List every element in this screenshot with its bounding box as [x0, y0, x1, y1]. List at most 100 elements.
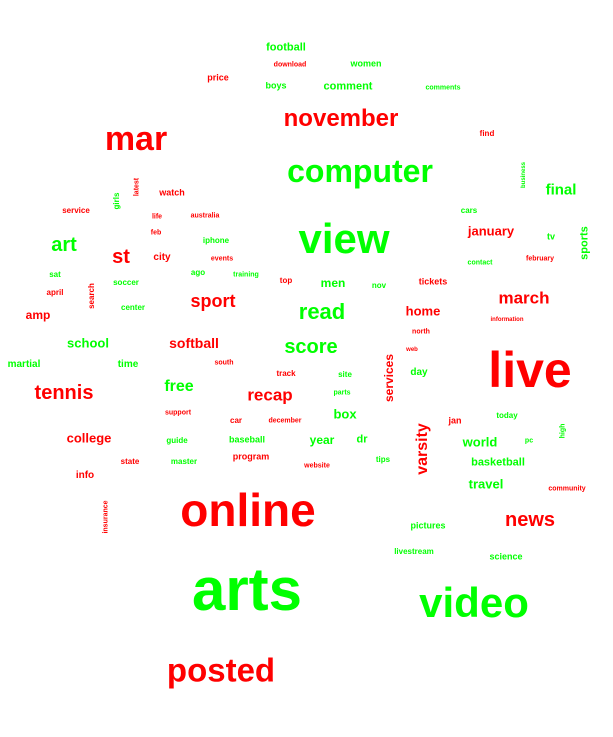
word-college: college [66, 430, 112, 446]
word-state: state [120, 457, 140, 466]
word-pc: pc [524, 437, 534, 445]
word-site: site [338, 370, 352, 379]
word-today: today [496, 411, 518, 420]
word-live: live [488, 342, 572, 398]
word-science: science [489, 551, 523, 562]
word-baseball: baseball [228, 434, 266, 445]
word-city: city [153, 252, 171, 263]
word-art: art [51, 234, 77, 256]
word-time: time [117, 359, 139, 370]
word-master: master [170, 457, 198, 466]
word-australia: australia [190, 212, 220, 220]
word-final: final [545, 181, 577, 199]
word-softball: softball [169, 335, 219, 351]
word-high: high [559, 423, 567, 439]
word-arts: arts [191, 556, 303, 623]
word-amp: amp [25, 308, 51, 322]
word-info: info [75, 470, 95, 481]
word-basketball: basketball [471, 456, 525, 469]
word-center: center [120, 303, 146, 312]
word-cars: cars [460, 206, 478, 215]
word-men: men [320, 276, 346, 290]
word-home: home [405, 303, 441, 319]
word-view: view [298, 215, 390, 262]
word-december: december [268, 417, 302, 425]
word-november: november [283, 105, 399, 132]
word-jan: jan [448, 415, 462, 426]
word-school: school [67, 335, 109, 351]
word-martial: martial [7, 359, 41, 370]
word-read: read [298, 299, 346, 324]
word-latest: latest [133, 177, 141, 197]
word-women: women [350, 58, 382, 69]
word-events: events [210, 255, 234, 263]
word-livestream: livestream [394, 547, 434, 556]
word-sat: sat [49, 270, 61, 279]
word-score: score [284, 336, 338, 358]
word-website: website [304, 462, 330, 470]
word-february: february [525, 255, 555, 263]
word-training: training [233, 271, 259, 279]
word-service: service [62, 206, 90, 215]
word-download: download [273, 61, 307, 69]
word-news: news [504, 509, 556, 531]
word-watch: watch [159, 187, 185, 198]
word-business: business [521, 161, 527, 189]
word-soccer: soccer [113, 278, 139, 287]
word-dr: dr [356, 433, 368, 446]
word-tv: tv [546, 231, 556, 242]
word-football: football [266, 41, 306, 54]
word-information: information [490, 317, 524, 323]
word-video: video [419, 579, 529, 626]
word-year: year [309, 433, 335, 447]
word-recap: recap [247, 385, 293, 405]
word-search: search [87, 283, 96, 309]
word-comments: comments [425, 84, 461, 92]
word-sports: sports [578, 226, 591, 260]
word-guide: guide [166, 436, 188, 445]
word-find: find [479, 129, 495, 138]
word-community: community [548, 485, 586, 493]
word-feb: feb [150, 229, 162, 237]
word-pictures: pictures [410, 520, 446, 531]
word-top: top [279, 276, 293, 285]
word-mar: mar [104, 120, 168, 158]
word-parts: parts [333, 389, 351, 397]
word-contact: contact [467, 259, 493, 267]
word-south: south [214, 359, 234, 367]
word-ago: ago [190, 268, 206, 277]
word-march: march [498, 288, 550, 308]
word-nov: nov [371, 281, 387, 290]
word-tickets: tickets [418, 276, 448, 287]
word-iphone: iphone [202, 236, 230, 245]
word-tennis: tennis [34, 382, 94, 404]
word-car: car [229, 416, 243, 425]
word-insurance: insurance [102, 500, 110, 534]
word-comment: comment [323, 80, 373, 93]
word-online: online [180, 484, 316, 536]
word-april: april [46, 288, 64, 297]
word-posted: posted [166, 651, 276, 689]
word-north: north [412, 328, 430, 336]
word-travel: travel [468, 476, 504, 492]
word-support: support [164, 409, 192, 417]
word-boys: boys [265, 80, 287, 91]
word-services: services [382, 353, 396, 403]
word-program: program [232, 451, 270, 462]
word-january: january [467, 223, 515, 239]
word-world: world [462, 434, 498, 450]
word-girls: girls [112, 192, 121, 210]
word-st: st [112, 246, 130, 268]
word-box: box [333, 406, 357, 422]
word-sport: sport [190, 291, 236, 311]
word-price: price [207, 72, 229, 83]
word-web: web [406, 347, 418, 353]
word-day: day [410, 367, 428, 378]
word-free: free [164, 378, 194, 395]
word-varsity: varsity [414, 423, 431, 475]
word-track: track [276, 369, 296, 378]
word-life: life [151, 213, 163, 221]
word-computer: computer [287, 153, 433, 189]
word-tips: tips [375, 455, 391, 464]
